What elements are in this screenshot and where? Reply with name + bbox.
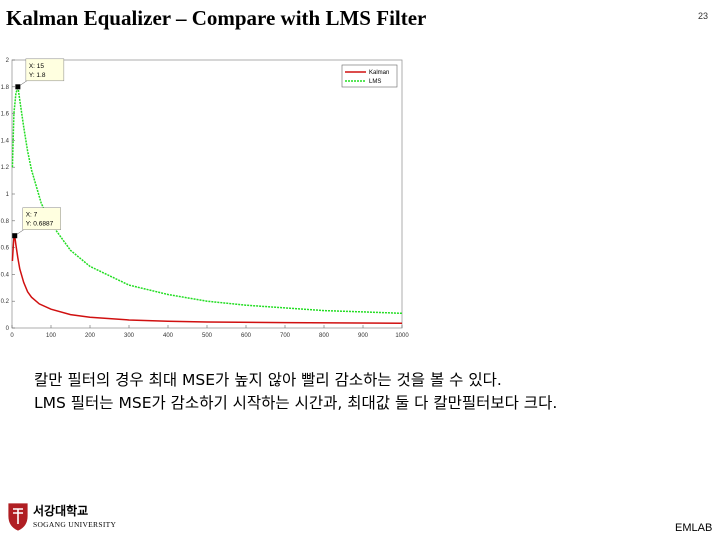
x-tick-label: 800 [319, 333, 330, 339]
y-tick-label: 0.2 [1, 299, 10, 305]
svg-text:SOGANG UNIVERSITY: SOGANG UNIVERSITY [33, 520, 117, 529]
plot-frame [11, 59, 403, 329]
datatip-x-label: X: 7 [26, 212, 38, 219]
x-tick-label: 500 [202, 333, 213, 339]
x-tick-label: 300 [124, 333, 135, 339]
y-tick-label: 1.8 [1, 85, 10, 91]
y-tick-label: 0.6 [1, 246, 10, 252]
x-tick-label: 700 [280, 333, 291, 339]
x-tick-label: 200 [85, 333, 96, 339]
sogang-university-logo: 서강대학교 SOGANG UNIVERSITY [8, 503, 117, 531]
page-number: 23 [698, 11, 709, 21]
datatip-y-label: Y: 1.8 [29, 72, 46, 79]
y-tick-label: 1.2 [1, 165, 10, 171]
y-tick-label: 1.6 [1, 112, 10, 118]
datatip-x-label: X: 15 [29, 63, 45, 70]
x-tick-label: 100 [46, 333, 57, 339]
datatip-y-label: Y: 0.6887 [26, 221, 54, 228]
datatip-marker [12, 233, 18, 239]
x-tick-label: 0 [10, 333, 14, 339]
page-title: Kalman Equalizer – Compare with LMS Filt… [6, 6, 427, 30]
y-tick-label: 1.4 [1, 138, 10, 144]
caption-line-2: LMS 필터는 MSE가 감소하기 시작하는 시간과, 최대값 둘 다 칼만필터… [34, 394, 558, 412]
caption-line-1: 칼만 필터의 경우 최대 MSE가 높지 않아 빨리 감소하는 것을 볼 수 있… [34, 371, 502, 389]
datatip-box [25, 58, 65, 82]
datatip-marker [15, 84, 21, 90]
series-line-lms [11, 86, 403, 315]
x-tick-label: 900 [358, 333, 369, 339]
svg-text:서강대학교: 서강대학교 [33, 503, 88, 518]
sogang-seal-icon [8, 503, 28, 531]
lab-label: EMLAB [675, 522, 713, 534]
x-tick-label: 1000 [395, 333, 409, 339]
y-tick-label: 1 [6, 192, 10, 198]
mse-chart: 0 100 200 300 400 500 600 700 800 900 1000 0 0.2 0.4 0… [1, 58, 410, 339]
y-tick-label: 0.8 [1, 219, 10, 225]
y-tick-label: 2 [6, 58, 10, 64]
datatip-box [22, 207, 61, 230]
x-tick-label: 600 [241, 333, 252, 339]
y-tick-label: 0.4 [1, 272, 10, 278]
legend-label-lms: LMS [369, 79, 381, 85]
x-tick-label: 400 [163, 333, 174, 339]
legend-label-kalman: Kalman [369, 70, 389, 76]
y-tick-label: 0 [6, 326, 10, 332]
